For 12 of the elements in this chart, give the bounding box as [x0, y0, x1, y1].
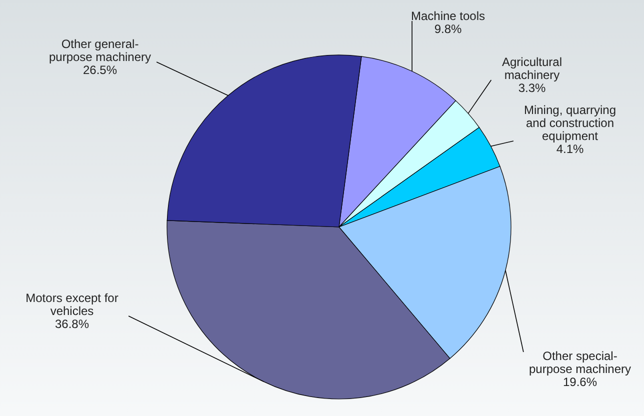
- data-label: 4.1%: [556, 142, 584, 156]
- data-label: 36.8%: [54, 317, 90, 331]
- slice-label: Other general-purpose machinery: [48, 37, 152, 64]
- slice-label: Agricultural machinery: [502, 55, 562, 82]
- slice-label: Other special-purpose machinery: [528, 349, 632, 376]
- data-label: 3.3%: [518, 81, 546, 95]
- data-label: 26.5%: [82, 63, 118, 77]
- data-label: 9.8%: [434, 22, 462, 36]
- slice-label: Mining, quarrying and construction equipment: [524, 103, 616, 143]
- slice-label: Machine tools: [410, 9, 486, 23]
- slice-label: Motors except for vehicles: [26, 291, 118, 318]
- data-label: 19.6%: [562, 375, 598, 389]
